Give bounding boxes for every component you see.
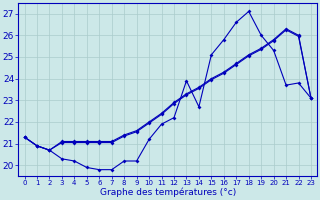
X-axis label: Graphe des températures (°c): Graphe des températures (°c) xyxy=(100,188,236,197)
